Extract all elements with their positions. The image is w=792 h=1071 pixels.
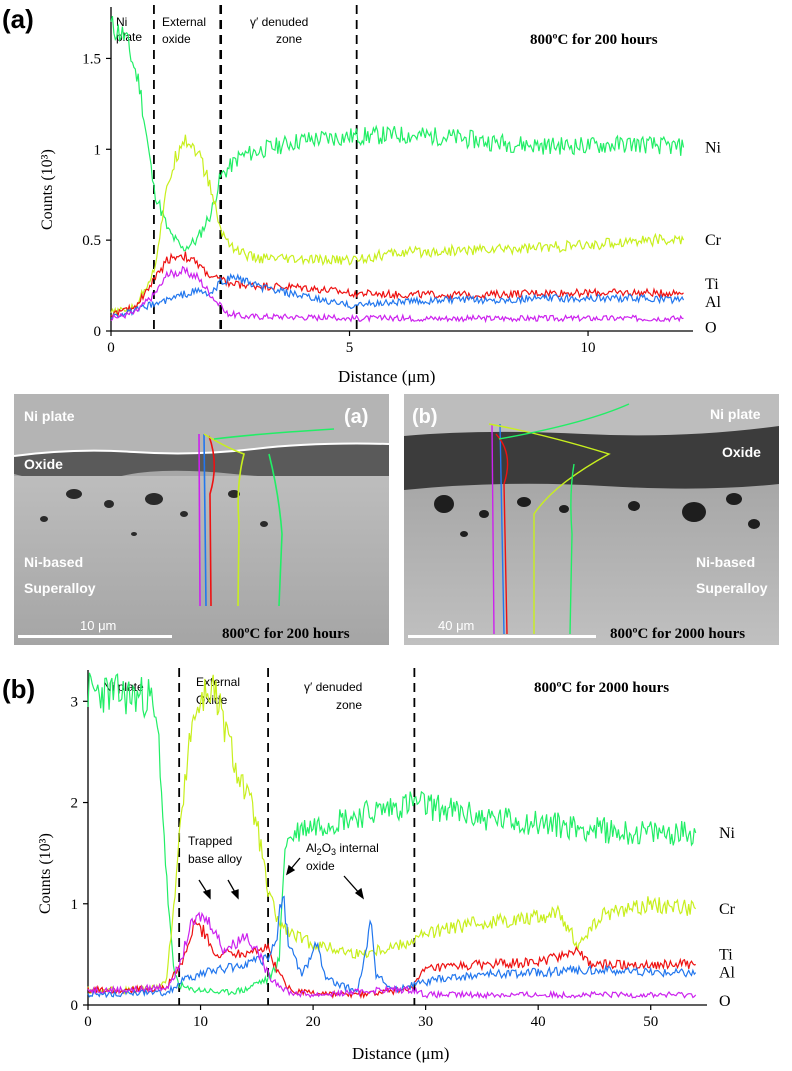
series-line-o xyxy=(110,265,684,324)
ylabel-a: Counts (10³) xyxy=(39,149,56,230)
x-tick-label: 0 xyxy=(84,1014,92,1030)
series-label-ti: Ti xyxy=(705,276,719,293)
micro-label-a-oxide: Oxide xyxy=(24,456,63,472)
micro-label-a-niplate: Ni plate xyxy=(24,408,75,424)
oxide-layer-b xyxy=(404,426,779,490)
x-tick-label: 10 xyxy=(193,1014,208,1030)
annotation-trapped-1: Trapped xyxy=(188,834,232,848)
scale-bar-b xyxy=(408,635,596,638)
scale-bar-label-a: 10 μm xyxy=(80,618,117,633)
micrograph-b: (b) Ni plate Oxide Ni-based Superalloy 4… xyxy=(404,394,779,645)
micrograph-a: Ni plate Oxide Ni-based Superalloy (a) 1… xyxy=(14,394,389,645)
x-tick-label: 50 xyxy=(643,1014,658,1030)
series-label-cr: Cr xyxy=(705,232,722,249)
x-tick-label: 5 xyxy=(346,340,354,356)
y-tick-label: 1.5 xyxy=(82,51,101,67)
region-a-ni: Ni xyxy=(116,15,127,29)
chart-a: (a) 800ºC for 200 hours Ni plate External… xyxy=(2,4,722,386)
annotation-al2o3: Al2O3 internal oxide xyxy=(306,841,379,873)
linescan-overlay-b xyxy=(488,403,630,635)
y-tick-label: 1 xyxy=(94,142,102,158)
micro-panel-label-a: (a) xyxy=(344,406,369,428)
x-tick-label: 20 xyxy=(306,1014,321,1030)
y-tick-label: 0.5 xyxy=(82,233,101,249)
series-line-al xyxy=(110,272,685,319)
micro-label-a-nibased: Ni-based xyxy=(24,554,84,570)
chart-b: (b) 800ºC for 2000 hours Ni plate Extern… xyxy=(2,668,736,1063)
series-label-ni: Ni xyxy=(705,139,722,156)
chart-title-a: 800ºC for 200 hours xyxy=(530,32,658,48)
region-a-external: External xyxy=(162,15,206,29)
region-b-gamma: γ′ denuded xyxy=(304,680,362,694)
panel-label-a: (a) xyxy=(2,4,34,34)
y-tick-label: 2 xyxy=(71,796,79,812)
pores-a xyxy=(40,489,268,536)
y-tick-label: 0 xyxy=(94,324,102,340)
region-b-zone: zone xyxy=(336,698,362,712)
annotation-trapped: Trapped base alloy xyxy=(188,834,242,866)
series-label-al: Al xyxy=(719,965,736,982)
series-label-al: Al xyxy=(705,294,722,311)
x-tick-label: 0 xyxy=(107,340,115,356)
panel-label-b: (b) xyxy=(2,674,35,704)
series-line-o xyxy=(87,911,697,1000)
ylabel-b: Counts (10³) xyxy=(37,833,54,914)
substrate-a xyxy=(14,476,389,645)
series-line-ni xyxy=(87,672,697,996)
pores-b xyxy=(434,493,760,537)
series-label-ti: Ti xyxy=(719,946,733,963)
y-axis-title-b: Counts (10³) xyxy=(37,833,54,914)
linescan-overlay-a xyxy=(198,428,335,607)
region-label-a-3: γ′ denuded zone xyxy=(250,15,308,46)
micro-panel-label-b: (b) xyxy=(412,406,438,428)
micro-label-a-superalloy: Superalloy xyxy=(24,580,96,596)
x-tick-label: 10 xyxy=(581,340,596,356)
series-line-ni xyxy=(110,15,685,252)
xlabel-a: Distance (μm) xyxy=(338,367,435,386)
region-label-b-3: γ′ denuded zone xyxy=(304,680,362,712)
region-a-zone: zone xyxy=(276,32,302,46)
series-line-cr xyxy=(87,674,697,995)
annotation-arrows xyxy=(198,857,365,900)
x-tick-label: 30 xyxy=(418,1014,433,1030)
x-tick-label: 40 xyxy=(531,1014,546,1030)
series-line-cr xyxy=(110,134,685,315)
series-label-o: O xyxy=(705,319,717,336)
micro-label-b-superalloy: Superalloy xyxy=(696,580,768,596)
xlabel-b: Distance (μm) xyxy=(352,1044,449,1063)
y-tick-label: 1 xyxy=(71,897,79,913)
annotation-al2o3-2: oxide xyxy=(306,859,335,873)
micro-caption-b: 800ºC for 2000 hours xyxy=(610,626,746,642)
micro-caption-a: 800ºC for 200 hours xyxy=(222,626,350,642)
series-label-ni: Ni xyxy=(719,825,736,842)
scale-bar-label-b: 40 μm xyxy=(438,618,475,633)
ni-plate-region-b xyxy=(404,394,779,439)
y-tick-label: 3 xyxy=(71,694,79,710)
micro-label-b-niplate: Ni plate xyxy=(710,406,761,422)
substrate-b xyxy=(404,490,779,645)
chart-title-b: 800ºC for 2000 hours xyxy=(534,680,669,696)
annotation-al2o3-1: Al2O3 internal xyxy=(306,841,379,857)
series-label-o: O xyxy=(719,993,731,1010)
scale-bar-a xyxy=(18,635,172,638)
annotation-trapped-2: base alloy xyxy=(188,852,242,866)
series-line-ti xyxy=(87,919,696,1000)
y-tick-label: 0 xyxy=(71,998,79,1014)
y-axis-title-a: Counts (10³) xyxy=(39,149,56,230)
region-a-gamma: γ′ denuded xyxy=(250,15,308,29)
oxide-layer-a xyxy=(14,443,389,484)
series-label-cr: Cr xyxy=(719,901,736,918)
micro-label-b-oxide: Oxide xyxy=(722,444,761,460)
region-b-external: External xyxy=(196,675,240,689)
region-a-oxide: oxide xyxy=(162,32,191,46)
series-line-ti xyxy=(110,251,684,319)
micro-label-b-nibased: Ni-based xyxy=(696,554,756,570)
region-label-a-2: External oxide xyxy=(162,15,206,46)
